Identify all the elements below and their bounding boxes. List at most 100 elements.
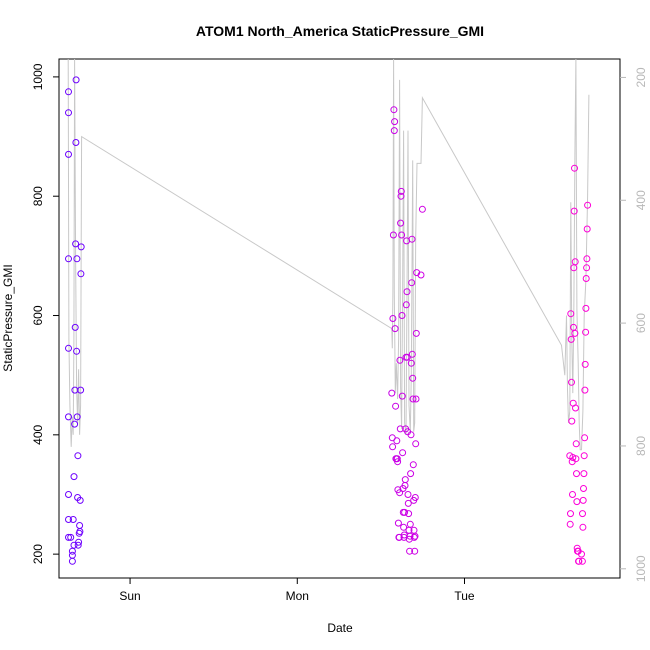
y-tick-label: 200	[31, 544, 45, 564]
x-axis: Sun Mon Tue	[119, 578, 475, 603]
data-point	[72, 240, 80, 248]
data-point	[403, 288, 411, 296]
data-point	[582, 328, 590, 336]
data-point	[77, 270, 85, 278]
data-point	[581, 360, 589, 368]
data-point	[584, 201, 592, 209]
data-point	[398, 312, 406, 319]
data-point	[407, 359, 415, 367]
data-point	[67, 533, 75, 541]
data-point	[72, 139, 80, 146]
right-y-tick-label: 400	[634, 190, 648, 210]
data-point	[573, 498, 581, 506]
data-point	[412, 395, 420, 403]
data-point	[583, 225, 591, 233]
data-point	[388, 389, 396, 397]
data-point	[410, 533, 418, 541]
data-point	[72, 76, 80, 84]
data-point	[390, 127, 398, 135]
data-point	[65, 413, 72, 421]
y-axis-left: 200 400 600 800 1000	[31, 63, 59, 564]
data-point	[400, 523, 408, 531]
y-tick-label: 1000	[31, 63, 45, 90]
data-point	[581, 434, 589, 442]
data-point	[389, 443, 397, 451]
data-point	[75, 538, 83, 546]
data-point	[579, 510, 586, 518]
data-point	[579, 523, 587, 531]
data-point	[580, 452, 588, 460]
data-point	[65, 150, 72, 158]
data-point	[583, 255, 591, 263]
data-point	[401, 476, 409, 484]
data-point	[580, 485, 587, 492]
data-point	[77, 243, 85, 251]
data-point	[411, 532, 419, 540]
data-point	[398, 392, 406, 400]
data-point	[583, 264, 591, 272]
data-point	[401, 508, 409, 516]
data-point	[571, 329, 579, 337]
data-point	[394, 458, 402, 466]
data-point	[568, 378, 575, 386]
data-point	[571, 258, 579, 266]
data-point	[406, 520, 414, 528]
data-point	[391, 118, 399, 126]
data-point	[582, 275, 590, 282]
data-point	[567, 335, 575, 343]
data-point	[389, 315, 397, 322]
plot-frame	[58, 58, 621, 579]
data-point	[65, 255, 72, 263]
data-point	[569, 491, 576, 498]
data-point	[573, 470, 580, 478]
data-point	[417, 271, 425, 279]
data-point	[578, 550, 585, 558]
data-point	[406, 547, 414, 555]
data-point	[69, 516, 77, 523]
data-point	[567, 310, 575, 318]
data-point	[71, 323, 79, 331]
y-axis-right: 200 400 600 800 1000	[620, 67, 648, 582]
data-point	[65, 533, 72, 541]
data-point	[409, 395, 417, 403]
series-line-group	[67, 59, 590, 451]
y-tick-label: 400	[31, 424, 45, 444]
data-point	[73, 255, 81, 263]
data-point	[411, 494, 419, 501]
y-tick-label: 600	[31, 305, 45, 325]
data-point	[65, 109, 72, 117]
data-point	[579, 496, 587, 504]
series-line	[67, 59, 590, 451]
chart-title: ATOM1 North_America StaticPressure_GMI	[196, 23, 484, 39]
data-point	[396, 489, 404, 497]
data-point	[65, 516, 72, 523]
series-points-group	[65, 76, 592, 565]
data-point	[68, 551, 76, 559]
data-point	[412, 440, 420, 448]
y-axis-label: StaticPressure_GMI	[1, 264, 15, 371]
data-point	[73, 413, 81, 421]
data-point	[412, 329, 420, 337]
data-point	[409, 374, 417, 382]
data-point	[569, 454, 577, 461]
data-point	[572, 440, 580, 448]
data-point	[70, 473, 78, 481]
data-point	[567, 510, 574, 518]
data-point	[76, 496, 84, 504]
data-point	[403, 353, 411, 361]
data-point	[573, 544, 581, 552]
data-point	[398, 231, 406, 239]
data-point	[73, 347, 81, 355]
y-tick-label: 800	[31, 186, 45, 206]
data-point	[68, 557, 76, 565]
x-tick-label: Mon	[286, 589, 309, 603]
data-point	[407, 431, 415, 439]
data-point	[581, 386, 589, 394]
data-point	[408, 235, 416, 243]
data-point	[74, 541, 82, 549]
right-y-tick-label: 200	[634, 67, 648, 87]
data-point	[570, 207, 578, 215]
data-point	[408, 279, 416, 287]
data-point	[406, 532, 414, 540]
